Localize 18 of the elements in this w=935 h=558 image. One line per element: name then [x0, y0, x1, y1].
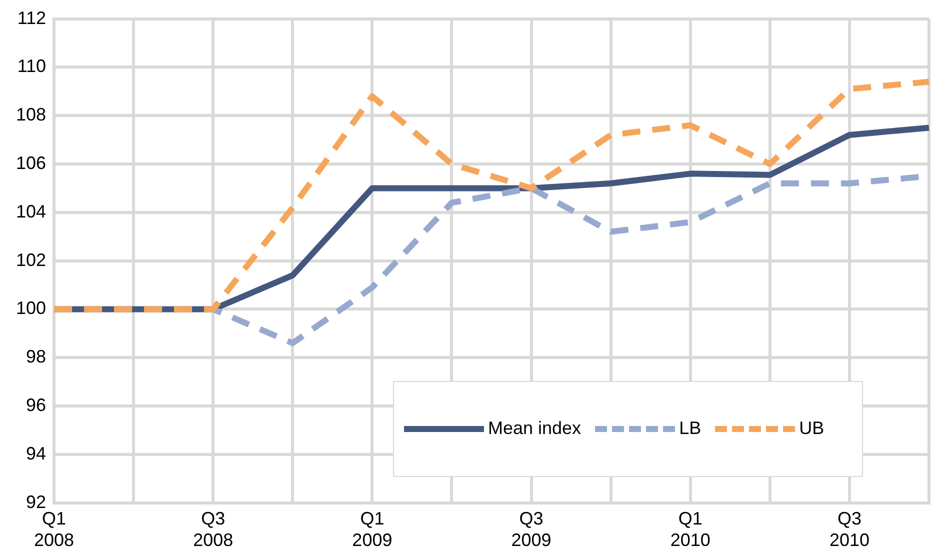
y-tick-label: 112 [17, 8, 46, 28]
x-tick-label: Q3 2008 [193, 508, 234, 550]
y-tick-label: 96 [26, 394, 46, 415]
legend-label: Mean index [488, 418, 582, 440]
x-tick-label: Q3 2010 [829, 508, 870, 550]
x-tick-label: Q1 2009 [352, 508, 392, 550]
x-tick-label: Q3 2009 [511, 508, 552, 550]
y-tick-label: 102 [16, 250, 46, 270]
legend-label: UB [799, 418, 824, 440]
y-tick-label: 104 [16, 201, 46, 222]
y-tick-label: 100 [16, 298, 46, 318]
y-tick-label: 110 [17, 56, 46, 76]
y-tick-label: 106 [16, 152, 46, 173]
legend-label: LB [679, 418, 702, 440]
y-tick-label: 98 [26, 346, 46, 367]
x-tick-label: Q1 2010 [670, 508, 710, 550]
y-tick-label: 94 [26, 443, 46, 464]
y-tick-label: 108 [16, 104, 46, 125]
